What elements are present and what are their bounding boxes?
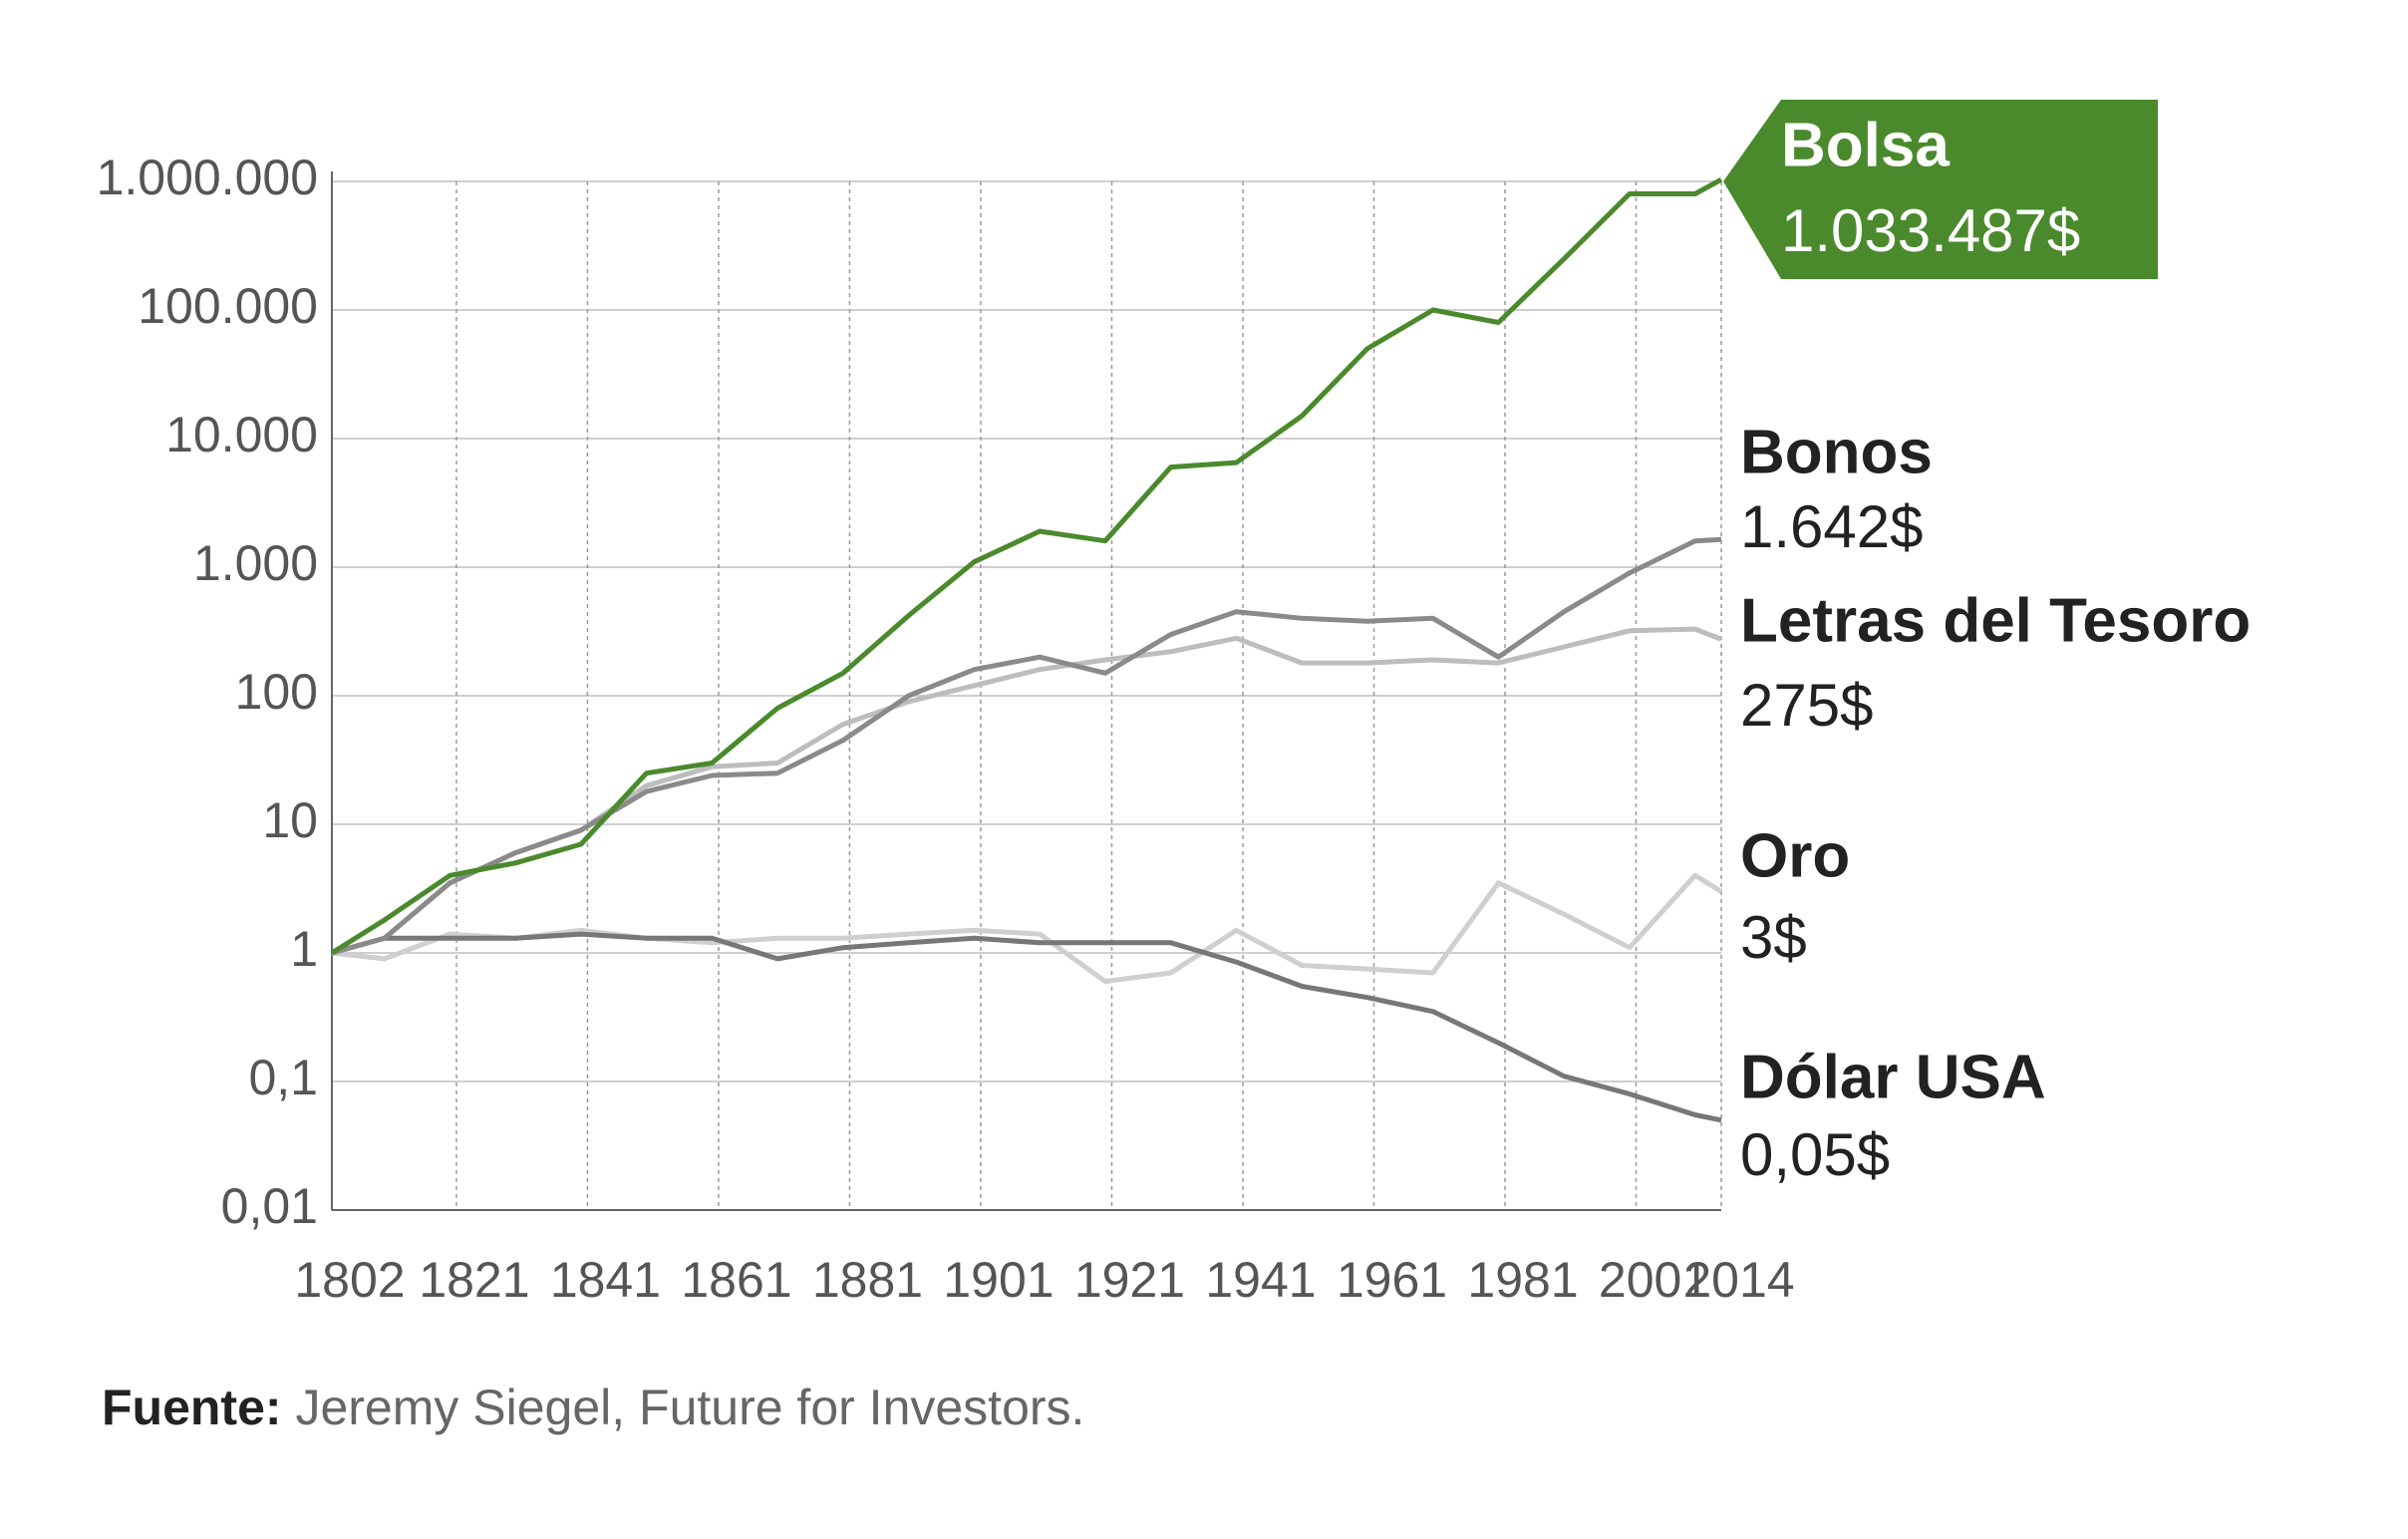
y-tick-label: 10.000 xyxy=(165,407,318,462)
y-tick-label: 1.000.000 xyxy=(97,150,318,205)
end-value-label: 0,05$ xyxy=(1740,1121,1890,1188)
x-tick-label: 1881 xyxy=(812,1252,923,1308)
x-tick-label: 1841 xyxy=(550,1252,661,1308)
y-tick-label: 0,1 xyxy=(248,1050,318,1105)
end-value-label: 1.642$ xyxy=(1740,493,1924,560)
series-line xyxy=(331,872,1723,985)
x-tick-label: 1921 xyxy=(1074,1252,1185,1308)
series-line xyxy=(331,626,1722,956)
end-value-label: 275$ xyxy=(1740,672,1873,739)
y-tick-label: 1.000 xyxy=(193,535,318,591)
y-tick-label: 0,01 xyxy=(221,1178,318,1234)
source: Fuente: Jeremy Siegel, Future for Invest… xyxy=(102,1380,1084,1435)
y-tick-label: 1 xyxy=(290,921,318,977)
x-tick-label: 2014 xyxy=(1683,1252,1794,1308)
x-tick-label: 1981 xyxy=(1467,1252,1578,1308)
series-name: Bonos xyxy=(1740,418,1933,486)
series-name: Letras del Tesoro xyxy=(1740,586,2251,655)
source-text: Jeremy Siegel, Future for Investors. xyxy=(295,1380,1084,1435)
x-tick-label: 1961 xyxy=(1337,1252,1447,1308)
series-name: Dólar USA xyxy=(1740,1043,2046,1111)
x-tick-label: 1821 xyxy=(419,1252,529,1308)
y-tick-label: 10 xyxy=(262,792,318,848)
x-tick-label: 1901 xyxy=(943,1252,1054,1308)
y-tick-label: 100 xyxy=(235,664,318,720)
x-tick-label: 1861 xyxy=(681,1252,791,1308)
series-line xyxy=(331,536,1722,956)
end-value-label: 1.033.487$ xyxy=(1781,197,2080,264)
source-label: Fuente: xyxy=(102,1380,282,1435)
end-value-label: 3$ xyxy=(1740,904,1807,971)
series-name: Oro xyxy=(1740,821,1850,890)
x-tick-label: 1941 xyxy=(1205,1252,1316,1308)
series-line xyxy=(331,931,1722,1123)
x-tick-label: 1802 xyxy=(294,1252,405,1308)
y-tick-label: 100.000 xyxy=(138,278,318,334)
series-line xyxy=(330,177,1723,956)
series-name: Bolsa xyxy=(1781,111,1950,179)
x-tick-label: 2001 xyxy=(1599,1252,1709,1308)
callout-box xyxy=(1723,100,2158,279)
